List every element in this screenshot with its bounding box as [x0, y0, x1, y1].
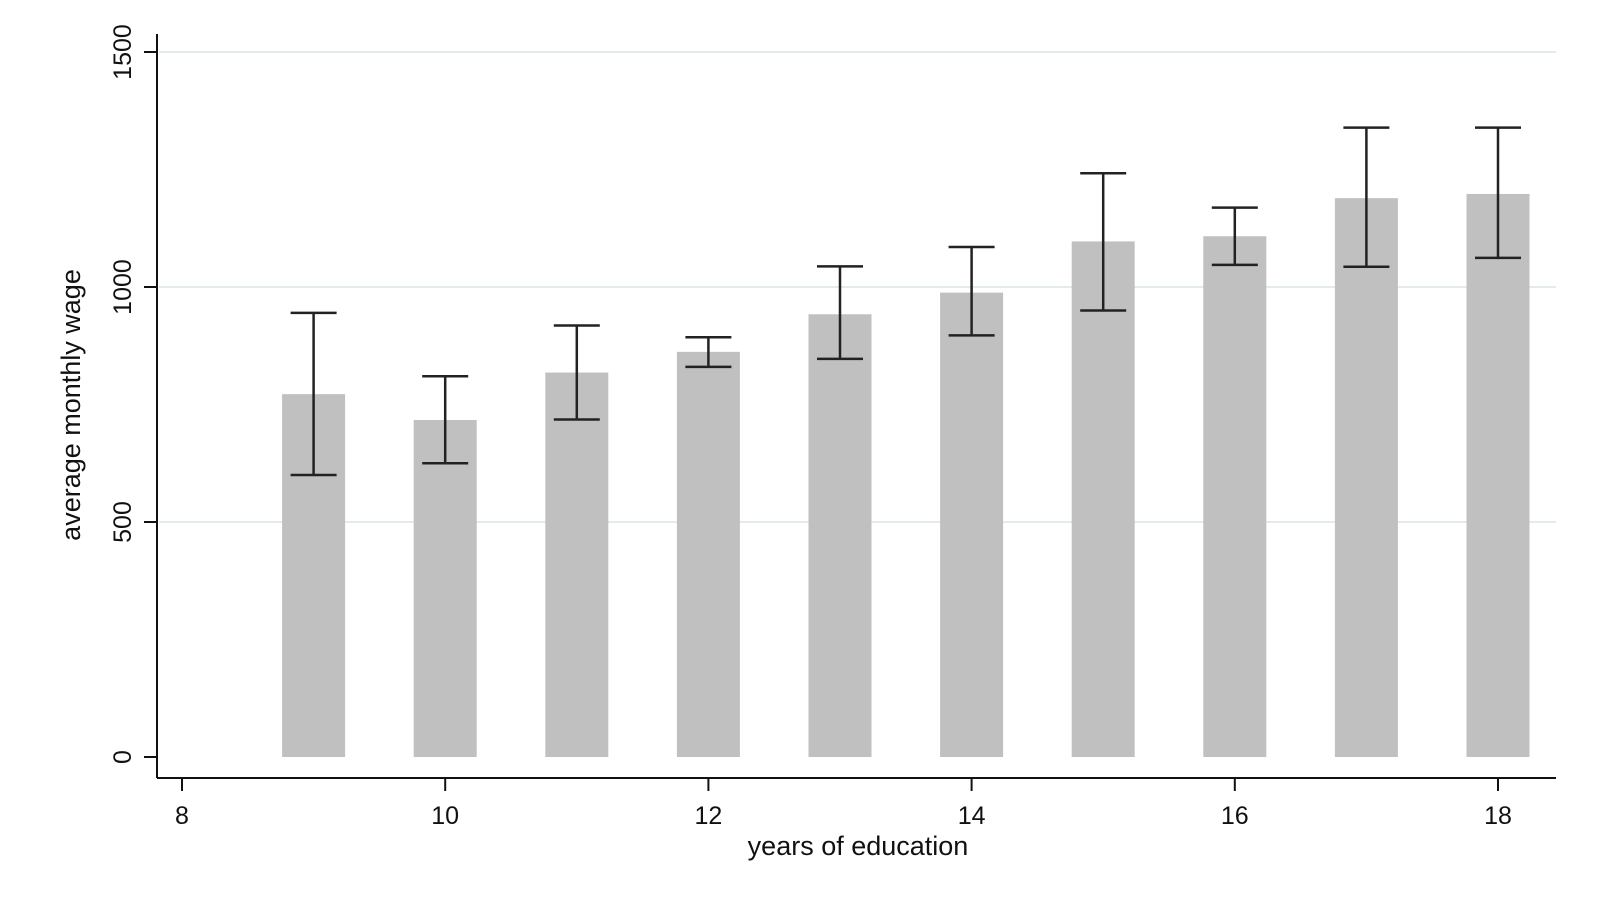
x-tick-label-16: 16 — [1221, 802, 1249, 830]
ticks: 0 500 1000 1500 8 10 12 14 16 18 — [109, 24, 1512, 830]
error-bar-9 — [290, 311, 337, 477]
error-bar-15 — [1080, 172, 1127, 312]
x-tick-label-10: 10 — [431, 802, 459, 830]
y-axis-title: average monthly wage — [56, 269, 86, 541]
error-bar-11 — [553, 324, 600, 421]
bar-14 — [940, 292, 1004, 757]
bar-11 — [545, 372, 609, 757]
bar-15 — [1071, 241, 1135, 757]
x-axis-title: years of education — [748, 831, 969, 861]
axes — [156, 34, 1556, 779]
x-tick-label-14: 14 — [958, 802, 986, 830]
x-tick-label-8: 8 — [175, 802, 189, 830]
error-bar-18 — [1475, 126, 1521, 260]
y-tick-label-0: 0 — [109, 750, 137, 764]
x-tick-label-12: 12 — [694, 802, 722, 830]
bar-12 — [676, 351, 740, 757]
error-bar-17 — [1343, 126, 1390, 269]
y-tick-label-1500: 1500 — [109, 24, 137, 80]
bar-16 — [1203, 236, 1267, 758]
error-bar-13 — [817, 265, 863, 361]
bar-17 — [1334, 198, 1398, 758]
y-tick-label-500: 500 — [109, 501, 137, 543]
y-tick-label-1000: 1000 — [109, 259, 137, 315]
bars — [282, 193, 1530, 758]
error-bar-10 — [422, 375, 469, 465]
bar-13 — [808, 314, 872, 757]
bar-18 — [1466, 193, 1530, 757]
x-tick-label-18: 18 — [1484, 802, 1512, 830]
bar-10 — [413, 420, 477, 757]
error-bar-14 — [948, 245, 995, 337]
error-bar-12 — [685, 336, 732, 369]
error-bars — [290, 126, 1521, 477]
error-bar-16 — [1211, 206, 1258, 267]
